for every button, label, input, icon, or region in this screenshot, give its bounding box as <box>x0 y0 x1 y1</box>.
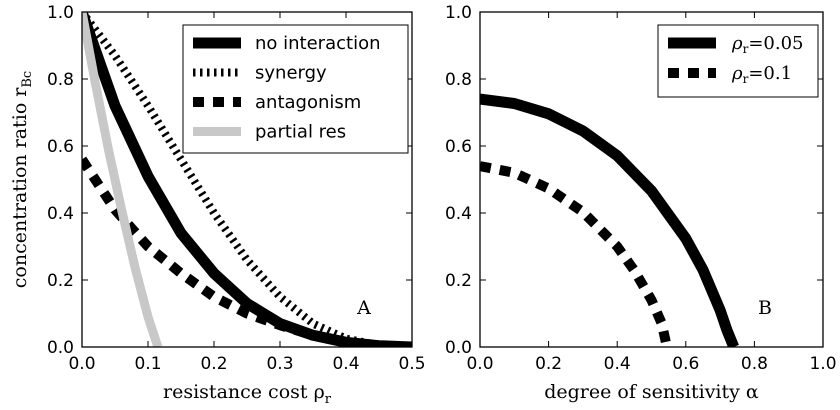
series-line-3 <box>82 12 163 347</box>
x-tick-label: 0.4 <box>604 354 631 374</box>
y-tick-label: 0.2 <box>47 271 74 291</box>
y-tick-label: 1.0 <box>47 3 74 23</box>
legend-label-1: ρr=0.1 <box>731 63 792 86</box>
panel-A: 0.0 0.1 0.2 0.3 0.4 0.5 0.0 0.2 0.4 0.6 0.8 1.0 resi… <box>9 3 426 407</box>
x-tick-label: 0.2 <box>200 354 227 374</box>
panel-B: 0.0 0.2 0.4 0.6 0.8 1.0 0.0 0.2 0.4 0.6 0.8 1.0 degr… <box>445 3 837 403</box>
panel-label: B <box>758 297 772 319</box>
x-tick-label: 0.8 <box>741 354 768 374</box>
y-axis-label-main: concentration ratio r <box>9 87 31 289</box>
x-tick-label: 0.1 <box>134 354 161 374</box>
x-tick-label: 0.0 <box>466 354 493 374</box>
legend-label-3: partial res <box>255 122 346 143</box>
panel-label: A <box>356 297 371 319</box>
legend: no interaction synergy antagonism partial r… <box>182 24 409 154</box>
legend-label-1: synergy <box>255 63 327 84</box>
x-axis-label-sub: r <box>325 392 332 407</box>
y-tick-label: 0.8 <box>47 70 74 90</box>
y-axis-label-sub: Bc <box>20 71 35 88</box>
y-tick-label: 0.6 <box>445 137 472 157</box>
x-tick-label: 0.6 <box>672 354 699 374</box>
legend-label-sub: r <box>743 42 749 56</box>
series-line-2 <box>82 156 412 347</box>
x-axis-label-main: resistance cost ρ <box>163 381 325 403</box>
legend-label-sub: r <box>743 72 749 86</box>
x-axis-label: resistance cost ρr <box>163 381 332 407</box>
y-tick-label: 0.6 <box>47 137 74 157</box>
x-tick-label: 0.2 <box>535 354 562 374</box>
legend-label-0: ρr=0.05 <box>731 33 804 56</box>
series-group <box>82 12 412 347</box>
x-tick-label: 0.4 <box>332 354 359 374</box>
y-tick-label: 0.4 <box>47 204 74 224</box>
x-tick-label: 0.3 <box>266 354 293 374</box>
plot-frame <box>81 11 413 348</box>
plot-frame <box>479 11 824 348</box>
x-axis-label: degree of sensitivity α <box>544 381 759 403</box>
series-group <box>480 93 739 347</box>
series-line-0 <box>480 93 739 347</box>
y-tick-label: 0.8 <box>445 70 472 90</box>
x-tick-label: 0.0 <box>68 354 95 374</box>
legend-label-value: =0.05 <box>748 33 803 54</box>
y-tick-label: 0.0 <box>47 338 74 358</box>
y-tick-label: 0.4 <box>445 204 472 224</box>
legend-label-value: =0.1 <box>748 63 792 84</box>
x-tick-label: 1.0 <box>809 354 836 374</box>
y-tick-label: 0.2 <box>445 271 472 291</box>
x-axis-label-main: degree of sensitivity α <box>544 381 759 403</box>
series-line-1 <box>480 161 672 347</box>
y-axis-label: concentration ratio rBc <box>9 71 35 288</box>
legend-label-main: ρ <box>731 33 743 54</box>
y-tick-label: 0.0 <box>445 338 472 358</box>
x-tick-label: 0.5 <box>398 354 425 374</box>
legend-box <box>657 24 819 98</box>
legend-label-0: no interaction <box>255 33 381 54</box>
legend-label-main: ρ <box>731 63 743 84</box>
legend-label-2: antagonism <box>255 92 361 113</box>
y-tick-label: 1.0 <box>445 3 472 23</box>
